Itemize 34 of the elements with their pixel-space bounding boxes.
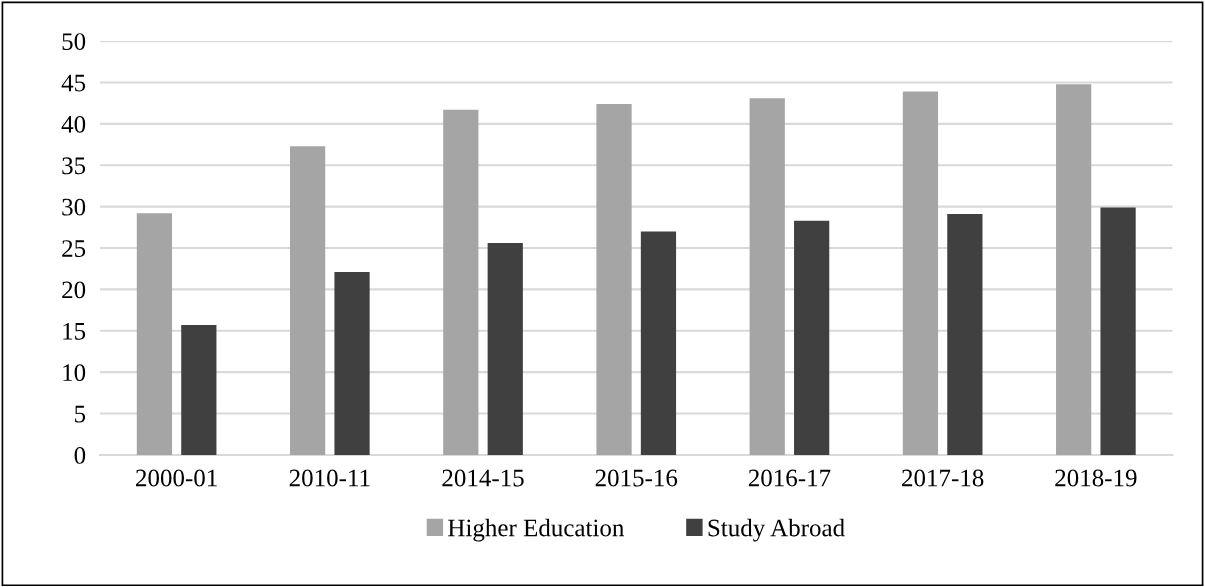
x-tick-label: 2017-18 xyxy=(902,469,984,487)
y-tick-label: 15 xyxy=(63,322,86,340)
bar xyxy=(443,109,479,455)
x-tick-label: 2010-11 xyxy=(289,469,370,487)
x-tick-label: 2016-17 xyxy=(748,469,831,487)
y-tick-label: 25 xyxy=(62,240,86,257)
bar xyxy=(947,214,983,455)
x-tick-label: 2014-15 xyxy=(442,469,524,487)
y-tick-label: 35 xyxy=(62,157,86,175)
y-tick-label: 20 xyxy=(62,281,86,299)
y-tick-label: 50 xyxy=(62,33,86,51)
bar xyxy=(1056,84,1092,455)
bar xyxy=(289,146,326,455)
x-tick-label: 2015-16 xyxy=(595,469,678,487)
bar xyxy=(1100,207,1136,455)
y-tick-label: 30 xyxy=(62,198,86,216)
bar xyxy=(181,324,217,455)
bar xyxy=(749,98,785,455)
y-tick-label: 45 xyxy=(61,74,86,92)
bar xyxy=(596,103,632,455)
bar xyxy=(487,243,523,455)
y-tick-label: 0 xyxy=(74,446,86,464)
y-tick-label: 40 xyxy=(61,115,86,133)
y-tick-label: 5 xyxy=(75,405,86,423)
bar xyxy=(334,272,370,455)
legend-label: Higher Education xyxy=(448,518,625,542)
bar xyxy=(640,231,677,455)
bar xyxy=(136,213,173,455)
bar xyxy=(902,91,939,455)
legend-label: Study Abroad xyxy=(708,518,845,542)
y-tick-label: 10 xyxy=(63,364,86,382)
x-tick-label: 2018-19 xyxy=(1055,469,1137,487)
bar xyxy=(794,220,830,455)
x-tick-label: 2000-01 xyxy=(136,469,217,487)
